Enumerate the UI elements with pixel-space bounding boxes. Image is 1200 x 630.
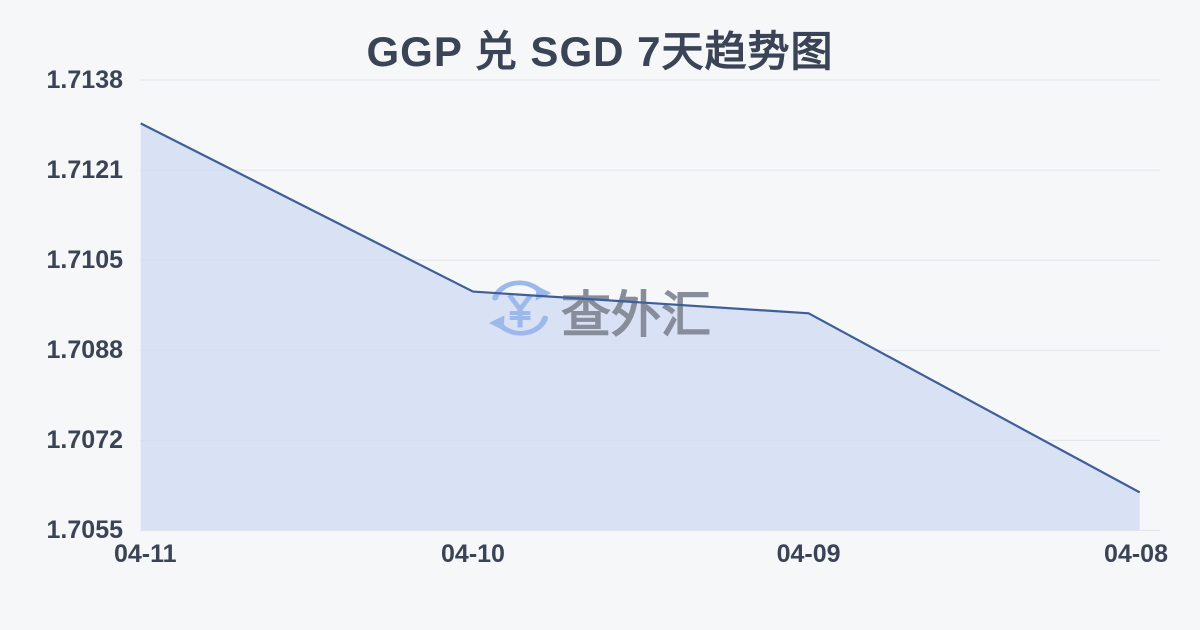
svg-text:1.7121: 1.7121 (47, 156, 124, 184)
svg-text:1.7072: 1.7072 (47, 426, 123, 454)
svg-text:04-10: 04-10 (441, 540, 505, 568)
svg-text:04-09: 04-09 (777, 540, 841, 568)
svg-text:04-08: 04-08 (1104, 540, 1168, 568)
svg-text:1.7088: 1.7088 (47, 336, 124, 364)
svg-text:1.7105: 1.7105 (47, 246, 124, 274)
svg-text:查外汇: 查外汇 (561, 287, 711, 343)
svg-text:04-11: 04-11 (114, 540, 177, 568)
svg-text:1.7055: 1.7055 (47, 516, 124, 544)
svg-text:1.7138: 1.7138 (47, 66, 124, 94)
